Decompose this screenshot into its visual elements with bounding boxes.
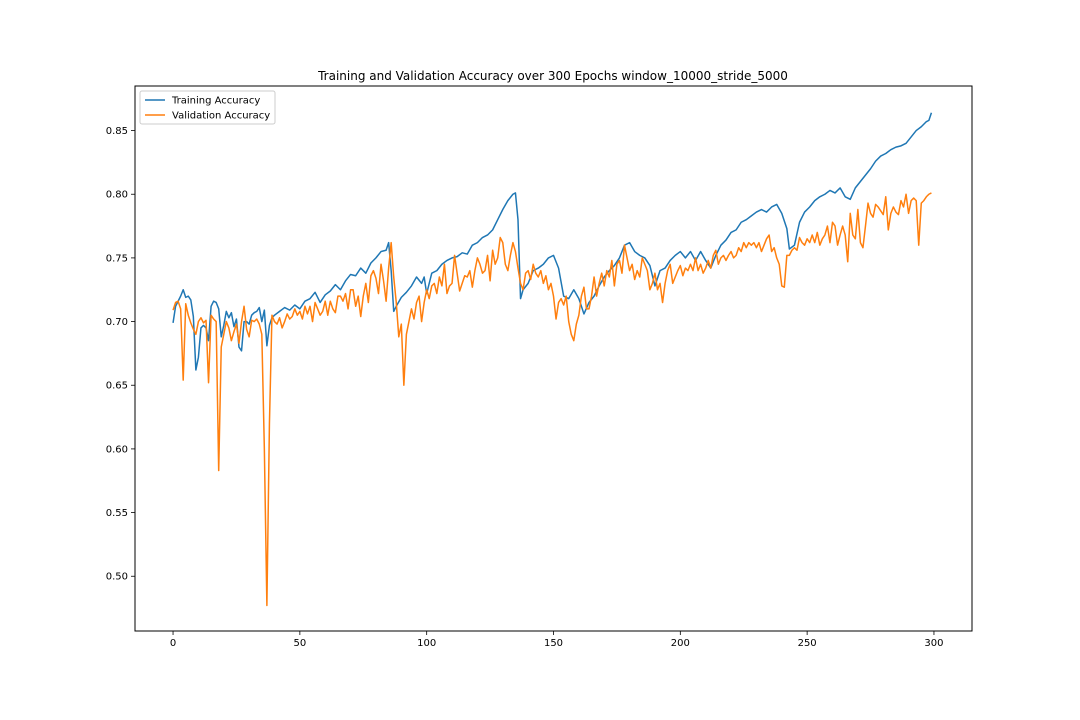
x-tick-label: 50 xyxy=(293,638,306,649)
series-line-training-accuracy xyxy=(172,112,933,371)
y-tick-label: 0.50 xyxy=(106,572,128,583)
chart-title: Training and Validation Accuracy over 30… xyxy=(317,69,788,83)
series-line-validation-accuracy xyxy=(172,192,932,607)
legend-box xyxy=(139,90,276,125)
x-tick-label: 300 xyxy=(924,638,943,649)
x-tick-label: 200 xyxy=(671,638,690,649)
legend-label: Validation Accuracy xyxy=(172,111,270,122)
x-tick-label: 250 xyxy=(798,638,817,649)
y-tick-label: 0.85 xyxy=(106,126,128,137)
series-layer xyxy=(172,112,933,607)
y-tick-label: 0.80 xyxy=(106,190,128,201)
x-tick-label: 0 xyxy=(170,638,176,649)
y-axis: 0.50 0.55 0.60 0.65 0.70 0.75 0.80 0.85 xyxy=(106,126,135,583)
y-tick-label: 0.65 xyxy=(106,381,128,392)
y-tick-label: 0.60 xyxy=(106,444,128,455)
x-tick-label: 100 xyxy=(417,638,436,649)
x-axis: 0 50 100 150 200 250 300 xyxy=(170,631,944,649)
y-tick-label: 0.70 xyxy=(106,317,128,328)
y-tick-label: 0.75 xyxy=(106,253,128,264)
legend-label: Training Accuracy xyxy=(171,96,260,107)
legend: Training Accuracy Validation Accuracy xyxy=(139,90,276,125)
x-tick-label: 150 xyxy=(544,638,563,649)
y-tick-label: 0.55 xyxy=(106,508,128,519)
